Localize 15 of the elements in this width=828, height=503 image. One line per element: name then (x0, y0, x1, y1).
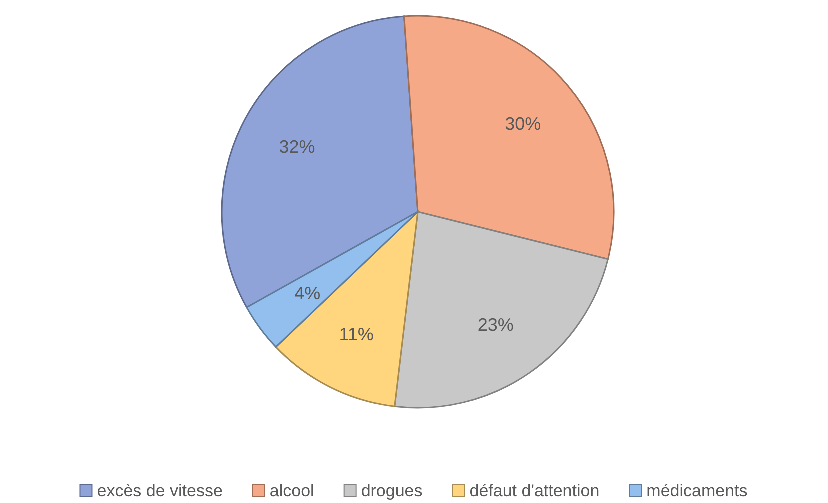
legend-label: drogues (361, 482, 423, 500)
pie-slice (275, 211, 419, 408)
pie-slice (246, 211, 419, 348)
pie-slice (404, 16, 615, 260)
data-label: 4% (294, 283, 321, 304)
data-label: 32% (279, 136, 316, 157)
data-label: 30% (505, 114, 542, 134)
data-label: 23% (478, 314, 514, 335)
legend-label: excès de vitesse (97, 482, 223, 500)
legend-label: médicaments (646, 482, 748, 500)
pie-slice (221, 16, 419, 308)
legend-label: défaut d'attention (470, 482, 600, 500)
legend-label: alcool (270, 482, 314, 500)
data-label: 11% (339, 324, 374, 345)
pie-slice (394, 211, 609, 409)
